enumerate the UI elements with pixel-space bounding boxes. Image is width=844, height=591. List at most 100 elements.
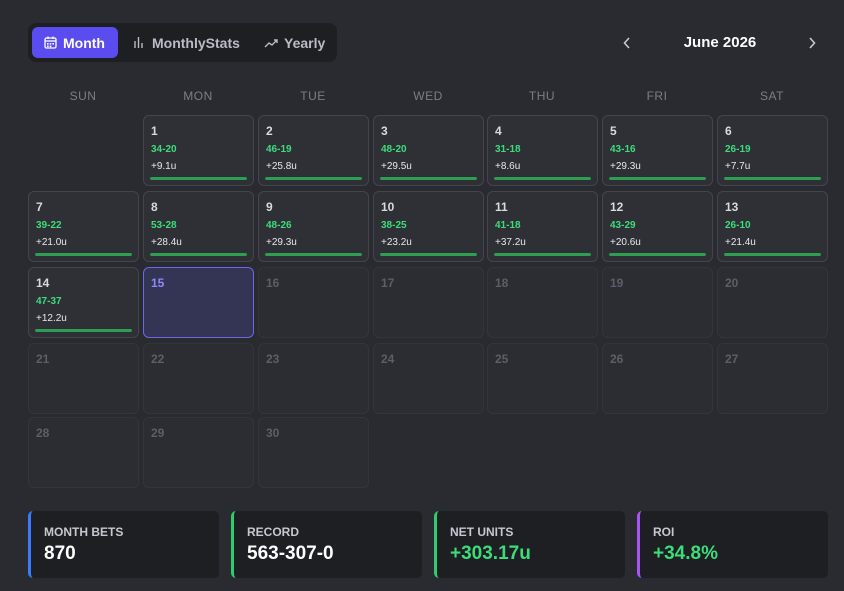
day-cell-4[interactable]: 4 31-18 +8.6u [487, 115, 598, 186]
stat-card-net-units: NET UNITS +303.17u [434, 511, 625, 578]
day-cell-19[interactable]: 19 [602, 267, 713, 338]
day-progress-bar [150, 177, 247, 180]
day-cell-28[interactable]: 28 [28, 417, 139, 488]
day-progress-fill [380, 177, 477, 180]
day-cell-13[interactable]: 13 26-10 +21.4u [717, 191, 828, 262]
day-cell-9[interactable]: 9 48-26 +29.3u [258, 191, 369, 262]
day-record: 48-26 [266, 220, 292, 231]
day-cell-11[interactable]: 11 41-18 +37.2u [487, 191, 598, 262]
day-record: 34-20 [151, 144, 177, 155]
day-progress-fill [265, 177, 362, 180]
day-cell-20[interactable]: 20 [717, 267, 828, 338]
day-cell-23[interactable]: 23 [258, 343, 369, 414]
stat-card-month-bets: MONTH BETS 870 [28, 511, 219, 578]
view-tabs: Month MonthlyStats Yearly [28, 23, 337, 62]
tab-yearly-label: Yearly [284, 34, 326, 51]
tab-month-label: Month [63, 34, 105, 51]
day-cell-26[interactable]: 26 [602, 343, 713, 414]
day-units: +29.3u [266, 237, 297, 248]
day-cell-8[interactable]: 8 53-28 +28.4u [143, 191, 254, 262]
day-cell-1[interactable]: 1 34-20 +9.1u [143, 115, 254, 186]
day-number: 20 [725, 276, 739, 290]
tab-month[interactable]: Month [32, 27, 118, 58]
day-cell-14[interactable]: 14 47-37 +12.2u [28, 267, 139, 338]
day-cell-12[interactable]: 12 43-29 +20.6u [602, 191, 713, 262]
day-units: +20.6u [610, 237, 641, 248]
day-cell-22[interactable]: 22 [143, 343, 254, 414]
day-record: 47-37 [36, 296, 62, 307]
day-units: +23.2u [381, 237, 412, 248]
stat-value: +34.8% [653, 543, 718, 564]
day-number: 22 [151, 352, 165, 366]
day-units: +8.6u [495, 161, 521, 172]
weekday-sat: SAT [760, 89, 784, 103]
day-cell-30[interactable]: 30 [258, 417, 369, 488]
day-number: 9 [266, 200, 273, 214]
day-progress-bar [150, 253, 247, 256]
weekday-thu: THU [528, 89, 556, 103]
day-number: 26 [610, 352, 624, 366]
day-cell-15[interactable]: 15 [143, 267, 254, 338]
day-number: 14 [36, 276, 50, 290]
day-number: 16 [266, 276, 280, 290]
day-number: 17 [381, 276, 395, 290]
day-progress-bar [609, 177, 706, 180]
day-cell-7[interactable]: 7 39-22 +21.0u [28, 191, 139, 262]
day-cell-2[interactable]: 2 46-19 +25.8u [258, 115, 369, 186]
day-record: 38-25 [381, 220, 407, 231]
day-cell-6[interactable]: 6 26-19 +7.7u [717, 115, 828, 186]
day-cell-5[interactable]: 5 43-16 +29.3u [602, 115, 713, 186]
day-progress-fill [724, 253, 821, 256]
bar-chart-icon [134, 37, 143, 48]
day-number: 10 [381, 200, 395, 214]
day-units: +21.4u [725, 237, 756, 248]
day-cell-16[interactable]: 16 [258, 267, 369, 338]
day-number: 4 [495, 124, 502, 138]
day-cell-21[interactable]: 21 [28, 343, 139, 414]
next-month-button[interactable] [802, 33, 822, 53]
tab-monthly-stats[interactable]: MonthlyStats [134, 27, 254, 58]
day-cell-25[interactable]: 25 [487, 343, 598, 414]
stat-card-record: RECORD 563-307-0 [231, 511, 422, 578]
day-number: 8 [151, 200, 158, 214]
day-number: 13 [725, 200, 739, 214]
day-progress-bar [609, 253, 706, 256]
day-progress-bar [724, 253, 821, 256]
day-cell-10[interactable]: 10 38-25 +23.2u [373, 191, 484, 262]
day-progress-fill [150, 177, 247, 180]
day-progress-bar [380, 177, 477, 180]
day-number: 25 [495, 352, 509, 366]
day-record: 46-19 [266, 144, 292, 155]
day-units: +25.8u [266, 161, 297, 172]
chevron-right-icon [809, 37, 816, 49]
day-progress-bar [265, 177, 362, 180]
day-cell-18[interactable]: 18 [487, 267, 598, 338]
day-cell-17[interactable]: 17 [373, 267, 484, 338]
day-units: +21.0u [36, 237, 67, 248]
day-progress-bar [494, 177, 591, 180]
day-number: 5 [610, 124, 617, 138]
day-cell-29[interactable]: 29 [143, 417, 254, 488]
day-progress-fill [609, 177, 706, 180]
day-number: 2 [266, 124, 273, 138]
day-cell-27[interactable]: 27 [717, 343, 828, 414]
day-record: 41-18 [495, 220, 521, 231]
day-progress-fill [380, 253, 477, 256]
day-progress-fill [35, 329, 132, 332]
prev-month-button[interactable] [617, 33, 637, 53]
day-number: 7 [36, 200, 43, 214]
weekday-tue: TUE [300, 89, 326, 103]
day-number: 23 [266, 352, 280, 366]
day-progress-fill [494, 177, 591, 180]
day-units: +29.3u [610, 161, 641, 172]
day-progress-fill [265, 253, 362, 256]
day-cell-24[interactable]: 24 [373, 343, 484, 414]
weekday-wed: WED [413, 89, 443, 103]
day-number: 12 [610, 200, 624, 214]
day-cell-3[interactable]: 3 48-20 +29.5u [373, 115, 484, 186]
day-number: 15 [151, 276, 165, 290]
day-record: 39-22 [36, 220, 62, 231]
day-progress-bar [265, 253, 362, 256]
day-record: 43-29 [610, 220, 636, 231]
tab-yearly[interactable]: Yearly [264, 27, 334, 58]
